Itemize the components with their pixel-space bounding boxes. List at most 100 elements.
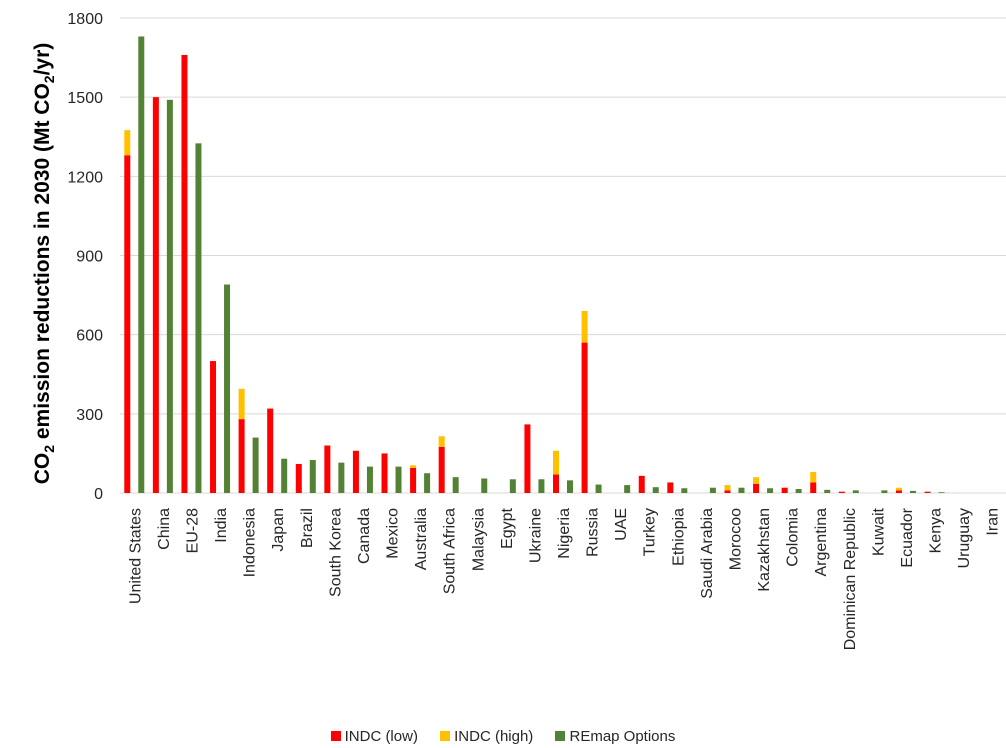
x-tick-label: Kuwait <box>870 507 887 556</box>
x-tick-label: Uruguay <box>956 508 973 568</box>
bar-remap-options <box>881 490 888 493</box>
bar-indc-low <box>152 97 159 494</box>
bar-indc-low <box>267 408 274 493</box>
bar-remap-options <box>252 437 259 493</box>
legend-swatch-indc-low <box>330 731 341 741</box>
bar-indc-low <box>295 463 302 493</box>
bar-remap-options <box>681 488 688 493</box>
x-tick-label: Iran <box>985 508 1002 536</box>
x-tick-label: Mexico <box>385 508 402 559</box>
x-tick-label: Egypt <box>499 507 516 548</box>
bar-indc-high <box>238 388 245 420</box>
bar-indc-low <box>124 155 131 493</box>
bar-indc-low <box>524 424 531 493</box>
bar-indc-low <box>381 453 388 493</box>
bar-remap-options <box>909 490 916 493</box>
x-tick-label: Ethiopia <box>670 508 687 566</box>
bar-remap-options <box>138 36 145 493</box>
bar-indc-low <box>352 450 359 493</box>
x-tick-label: Russia <box>585 508 602 557</box>
x-tick-label: Kenya <box>928 508 945 553</box>
bar-indc-low <box>638 475 645 493</box>
bar-indc-high <box>810 471 817 483</box>
y-tick-label: 0 <box>94 486 103 503</box>
bar-indc-high <box>124 130 131 156</box>
x-tick-label: Dominican Republic <box>842 508 859 650</box>
x-tick-label: South Korea <box>327 508 344 597</box>
x-tick-label: India <box>213 508 230 543</box>
bar-remap-options <box>767 488 774 493</box>
x-tick-labels: United States China EU-28 India Indonesia Jap… <box>127 507 1001 650</box>
x-tick-label: Morocoo <box>727 508 744 570</box>
bar-indc-low <box>324 445 331 493</box>
x-tick-label: Ecuador <box>899 507 916 567</box>
y-tick-label: 1500 <box>67 90 103 107</box>
bar-remap-options <box>452 477 459 493</box>
y-tick-label: 600 <box>76 328 103 345</box>
bar-indc-low <box>753 483 760 493</box>
legend-item-remap-options: REmap Options <box>555 728 675 745</box>
bar-remap-options <box>824 489 831 493</box>
x-tick-label: United States <box>127 508 144 604</box>
gridlines <box>120 17 1006 494</box>
x-tick-label: Kazakhstan <box>756 508 773 592</box>
bar-indc-low <box>210 361 217 493</box>
bar-indc-low <box>924 491 931 493</box>
y-tick-label: 300 <box>76 407 103 424</box>
bar-indc-low <box>667 482 674 493</box>
x-tick-label: Argentina <box>813 508 830 577</box>
y-tick-labels: 0 300 600 900 1200 1500 1800 <box>67 11 103 503</box>
bar-indc-low <box>581 342 588 493</box>
bar-remap-options <box>395 466 402 493</box>
bar-indc-low <box>553 474 559 493</box>
bar-indc-high <box>753 477 760 484</box>
x-tick-label: Ukraine <box>527 508 544 563</box>
bar-remap-options <box>652 487 659 493</box>
bar-remap-options <box>709 487 716 493</box>
bar-remap-options <box>938 492 945 493</box>
bar-indc-high <box>553 450 559 475</box>
legend-swatch-indc-high <box>440 731 451 741</box>
legend-item-indc-low: INDC (low) <box>330 728 418 745</box>
y-tick-label: 1800 <box>67 11 103 28</box>
bar-remap-options <box>595 484 602 493</box>
x-tick-label: Nigeria <box>556 508 573 559</box>
bar-remap-options <box>338 462 345 493</box>
x-tick-label: Saudi Arabia <box>699 508 716 599</box>
bar-remap-options <box>281 458 288 493</box>
x-tick-label: Malaysia <box>470 508 487 571</box>
bar-indc-low <box>781 487 788 493</box>
bar-indc-low <box>238 419 245 493</box>
x-tick-label: Australia <box>413 508 430 570</box>
bar-remap-options <box>424 473 431 493</box>
x-tick-label: South Africa <box>442 508 459 594</box>
bar-remap-options <box>224 284 231 493</box>
bar-remap-options <box>481 478 488 493</box>
bar-remap-options <box>567 480 573 493</box>
bar-remap-options <box>624 485 631 493</box>
y-tick-label: 1200 <box>67 169 103 186</box>
bar-remap-options <box>538 479 545 493</box>
bar-indc-high <box>724 485 731 491</box>
bar-indc-high <box>581 310 588 343</box>
x-tick-label: UAE <box>613 508 630 541</box>
bar-indc-high <box>438 436 445 447</box>
bar-remap-options <box>309 460 316 493</box>
bar-indc-high <box>895 487 902 491</box>
bars <box>124 36 945 494</box>
bar-remap-options <box>166 99 173 494</box>
x-tick-label: Colomia <box>785 508 802 567</box>
bar-indc-low <box>438 446 445 493</box>
bar-indc-low <box>410 467 417 493</box>
bar-indc-low <box>724 490 731 493</box>
bar-remap-options <box>195 143 202 493</box>
bar-remap-options <box>852 490 859 493</box>
legend: INDC (low) INDC (high) REmap Options <box>0 728 1006 745</box>
bar-indc-low <box>895 490 902 493</box>
y-axis-label: CO2 emission reductions in 2030 (Mt CO2/… <box>31 43 57 485</box>
bar-remap-options <box>366 466 373 493</box>
x-tick-label: Canada <box>356 508 373 564</box>
bar-indc-low <box>181 54 188 493</box>
x-tick-label: EU-28 <box>184 508 201 553</box>
